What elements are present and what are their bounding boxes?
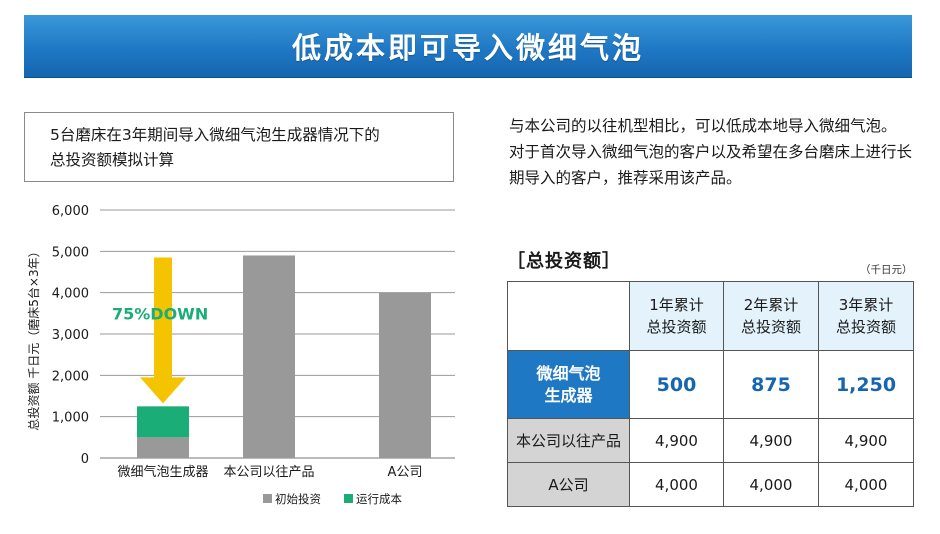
- table-corner-cell: [507, 281, 630, 351]
- table-cell: 4,900: [818, 418, 914, 463]
- table-cell: 4,900: [629, 418, 724, 463]
- total-investment-table: 1年累计 总投资额 2年累计 总投资额 3年累计 总投资额 微细气泡 生成器 5…: [507, 281, 914, 507]
- description-paragraph-2: 对于首次导入微细气泡的客户以及希望在多台磨床上进行长期导入的客户，推荐采用该产品…: [509, 143, 913, 187]
- table-cell: 875: [723, 350, 819, 419]
- column-header-year2: 2年累计 总投资额: [723, 281, 819, 351]
- table-header-row: 1年累计 总投资额 2年累计 总投资额 3年累计 总投资额: [507, 281, 914, 351]
- chart-caption-box: 5台磨床在3年期间导入微细气泡生成器情况下的 总投资额模拟计算: [24, 112, 454, 182]
- y-axis-label: 总投资额 千日元（磨床5台×3年）: [26, 245, 41, 430]
- investment-bar-chart: 0 1,000 2,000 3,000 4,000 5,000 6,000 总投资额 千日元（…: [26, 204, 455, 506]
- y-tick-label: 5,000: [52, 245, 89, 260]
- table-cell: 4,000: [818, 462, 914, 507]
- table-row-company-a: A公司 4,000 4,000 4,000: [507, 462, 914, 507]
- table-cell: 4,000: [723, 462, 819, 507]
- y-tick-label: 3,000: [52, 328, 89, 343]
- column-header-year2-line1: 2年累计: [743, 296, 799, 314]
- column-header-year3-line1: 3年累计: [838, 296, 894, 314]
- bar-initial-investment: [243, 255, 295, 458]
- chart-caption-line1: 5台磨床在3年期间导入微细气泡生成器情况下的: [50, 126, 380, 144]
- table-cell: 500: [629, 350, 724, 419]
- bar-initial-investment: [379, 292, 431, 458]
- column-header-year2-line2: 总投资额: [740, 318, 801, 336]
- reduction-arrow: [140, 257, 186, 404]
- column-header-year1-line2: 总投资额: [646, 318, 707, 336]
- y-tick-label: 0: [81, 452, 89, 467]
- row-label-microbubble-line2: 生成器: [544, 385, 593, 405]
- row-label-previous-product: 本公司以往产品: [507, 418, 630, 463]
- column-header-year3-line2: 总投资额: [835, 318, 896, 336]
- reduction-annotation: 75%DOWN: [112, 305, 208, 324]
- table-row-previous-product: 本公司以往产品 4,900 4,900 4,900: [507, 418, 914, 463]
- description-paragraph-1: 与本公司的以往机型相比，可以低成本地导入微细气泡。: [509, 117, 897, 135]
- table-cell: 1,250: [818, 350, 914, 419]
- title-banner: 低成本即可导入微细气泡: [24, 15, 912, 78]
- row-label-microbubble: 微细气泡 生成器: [507, 350, 630, 419]
- x-tick-label: 本公司以往产品: [223, 465, 314, 480]
- y-tick-label: 1,000: [52, 411, 89, 426]
- legend-swatch-running: [344, 494, 353, 503]
- x-tick-label: 微细气泡生成器: [117, 464, 208, 480]
- bar-initial-investment: [137, 437, 189, 458]
- table-row-microbubble: 微细气泡 生成器 500 875 1,250: [507, 350, 914, 419]
- legend-label-initial: 初始投资: [275, 492, 321, 506]
- table-heading: ［总投资额］: [507, 251, 621, 272]
- legend-swatch-initial: [263, 494, 272, 503]
- page-title: 低成本即可导入微细气泡: [291, 31, 644, 65]
- legend-label-running: 运行成本: [356, 492, 402, 506]
- column-header-year1-line1: 1年累计: [649, 296, 704, 314]
- description: 与本公司的以往机型相比，可以低成本地导入微细气泡。 对于首次导入微细气泡的客户以…: [509, 113, 919, 191]
- column-header-year3: 3年累计 总投资额: [818, 281, 914, 351]
- chart-caption-line2: 总投资额模拟计算: [50, 151, 175, 169]
- y-tick-label: 2,000: [52, 369, 89, 384]
- row-label-company-a: A公司: [507, 462, 630, 507]
- y-tick-label: 6,000: [52, 204, 89, 219]
- column-header-year1: 1年累计 总投资额: [629, 281, 724, 351]
- y-tick-label: 4,000: [52, 287, 89, 302]
- bar-running-cost: [137, 406, 189, 438]
- row-label-microbubble-line1: 微细气泡: [536, 363, 601, 383]
- x-tick-label: A公司: [388, 465, 423, 480]
- table-cell: 4,900: [723, 418, 819, 463]
- table-cell: 4,000: [629, 462, 724, 507]
- table-unit: （千日元）: [860, 264, 913, 276]
